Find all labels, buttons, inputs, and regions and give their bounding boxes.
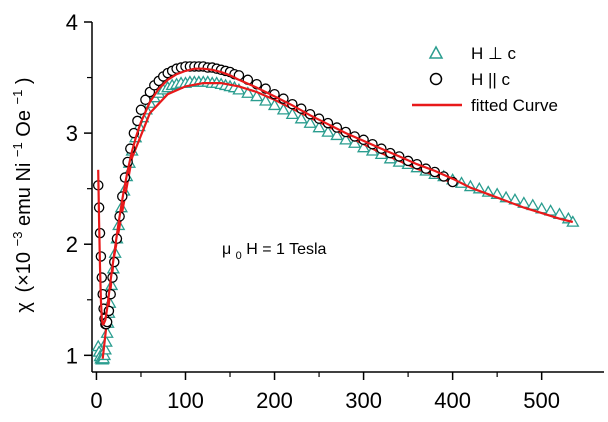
legend-label-par: H || c bbox=[471, 70, 511, 89]
series-perp-point bbox=[259, 94, 273, 106]
x-tick-label: 0 bbox=[90, 388, 102, 413]
y-tick-label: 2 bbox=[66, 232, 78, 257]
y-label-exp2: −1 bbox=[10, 142, 25, 157]
annotation-sub: 0 bbox=[236, 250, 242, 262]
y-label-close: ) bbox=[13, 77, 35, 84]
annotation-mu: μ bbox=[222, 241, 231, 258]
y-label-exp3: −1 bbox=[10, 90, 25, 105]
series-perp-point bbox=[250, 89, 264, 102]
series-perp-point bbox=[339, 132, 353, 145]
series-perp-point bbox=[321, 125, 335, 137]
series-perp-point bbox=[232, 82, 246, 95]
x-tick-label: 500 bbox=[523, 388, 560, 413]
y-tick-label: 1 bbox=[66, 343, 78, 368]
series-perp-point bbox=[356, 140, 371, 153]
fit-curve-par bbox=[97, 67, 574, 326]
series-perp-point bbox=[312, 120, 326, 133]
y-label-mid: emu Ni bbox=[13, 163, 35, 226]
field-annotation: μ 0 H = 1 Tesla bbox=[222, 241, 327, 263]
y-tick-label: 4 bbox=[66, 10, 78, 35]
annotation-post: H = 1 Tesla bbox=[246, 241, 326, 258]
series-perp-point bbox=[294, 111, 308, 124]
y-label-chi: χ bbox=[13, 302, 35, 313]
plot-frame: 0 100 200 300 400 500 1 2 3 4 bbox=[66, 10, 604, 413]
series-perp-point bbox=[303, 116, 317, 128]
legend-marker-par bbox=[429, 72, 443, 86]
fit-curve-perp bbox=[101, 82, 454, 359]
x-tick-label: 200 bbox=[256, 388, 293, 413]
series-par-point bbox=[140, 94, 151, 106]
series-perp-point bbox=[276, 102, 291, 115]
series-perp-point bbox=[348, 136, 362, 148]
series-perp-point bbox=[241, 86, 255, 98]
y-tick-label: 3 bbox=[66, 121, 78, 146]
y-axis-label: χ (×10 −3 emu Ni −1 Oe −1 ) bbox=[5, 77, 35, 312]
series-par-point bbox=[96, 272, 108, 283]
series-perp-point bbox=[285, 107, 299, 119]
y-label-mid2: Oe bbox=[13, 110, 35, 137]
x-tick-label: 100 bbox=[167, 388, 204, 413]
legend-marker-perp bbox=[428, 45, 444, 59]
series-perp-point bbox=[97, 348, 112, 361]
legend-label-fit: fitted Curve bbox=[471, 96, 558, 115]
x-tick-label: 400 bbox=[434, 388, 471, 413]
legend: H ⊥ c H || c fitted Curve bbox=[412, 44, 558, 115]
y-label-open: (×10 bbox=[13, 252, 35, 293]
y-axis-label-text: χ (×10 −3 emu Ni −1 Oe −1 ) bbox=[5, 77, 35, 312]
annotation-text: μ 0 H = 1 Tesla bbox=[222, 241, 327, 263]
y-label-exp1: −3 bbox=[10, 232, 25, 247]
x-tick-label: 300 bbox=[345, 388, 382, 413]
series-perp-point bbox=[99, 335, 113, 347]
series-perp-point bbox=[267, 98, 282, 111]
legend-label-perp: H ⊥ c bbox=[471, 44, 517, 63]
series-layer bbox=[91, 61, 580, 365]
series-perp-point bbox=[330, 128, 344, 141]
